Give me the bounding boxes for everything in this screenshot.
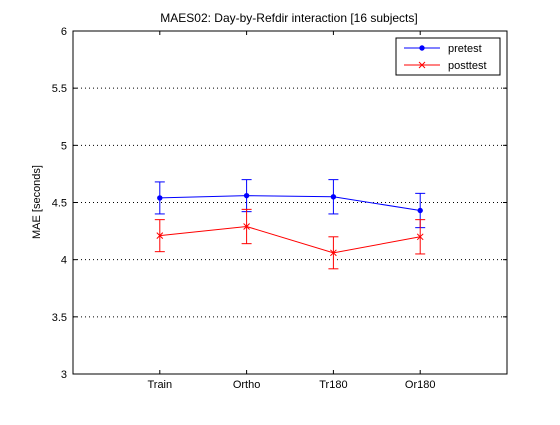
- y-tick-label: 5: [61, 140, 67, 152]
- y-tick-label: 6: [61, 26, 67, 38]
- data-point: [416, 233, 424, 241]
- y-axis-label: MAE [seconds]: [31, 165, 43, 239]
- legend-marker: [418, 61, 426, 69]
- y-tick-label: 4.5: [52, 198, 67, 210]
- data-point-stroke: [330, 249, 337, 257]
- y-tick-label: 3: [61, 369, 67, 381]
- data-point: [330, 194, 337, 200]
- tick-labels: 3 3.5 4 4.5 5 5.5 6 Train Ortho Tr180 Or180: [52, 26, 436, 391]
- x-tick-label: Tr180: [319, 379, 347, 391]
- series-layer: [154, 179, 426, 270]
- legend-box: [395, 37, 501, 76]
- legend-label: pretest: [448, 43, 482, 55]
- data-point: [156, 232, 164, 240]
- series-pretest: [154, 179, 426, 229]
- series-line: [159, 226, 421, 254]
- data-point-stroke: [243, 223, 250, 230]
- data-point: [157, 195, 163, 201]
- y-tick-label: 4: [61, 255, 67, 267]
- data-point: [243, 192, 250, 199]
- y-tick-label: 5.5: [52, 83, 67, 95]
- y-tick-label: 3.5: [52, 312, 67, 324]
- data-point: [330, 249, 337, 257]
- data-point-stroke: [156, 232, 164, 240]
- ticks: [73, 30, 507, 375]
- series-posttest: [154, 208, 426, 270]
- data-point: [243, 223, 250, 230]
- x-tick-label: Or180: [405, 379, 436, 391]
- legend-marker-stroke: [418, 61, 426, 69]
- grid: [73, 87, 507, 318]
- legend-label: posttest: [448, 60, 487, 72]
- chart-title: MAES02: Day-by-Refdir interaction [16 su…: [160, 11, 417, 25]
- x-tick-label: Train: [147, 379, 172, 391]
- legend-marker: [419, 45, 425, 51]
- x-tick-label: Ortho: [233, 379, 261, 391]
- legend: pretest posttest: [395, 37, 501, 76]
- data-point-stroke: [416, 233, 424, 241]
- data-point: [417, 207, 423, 214]
- series-line: [159, 195, 421, 211]
